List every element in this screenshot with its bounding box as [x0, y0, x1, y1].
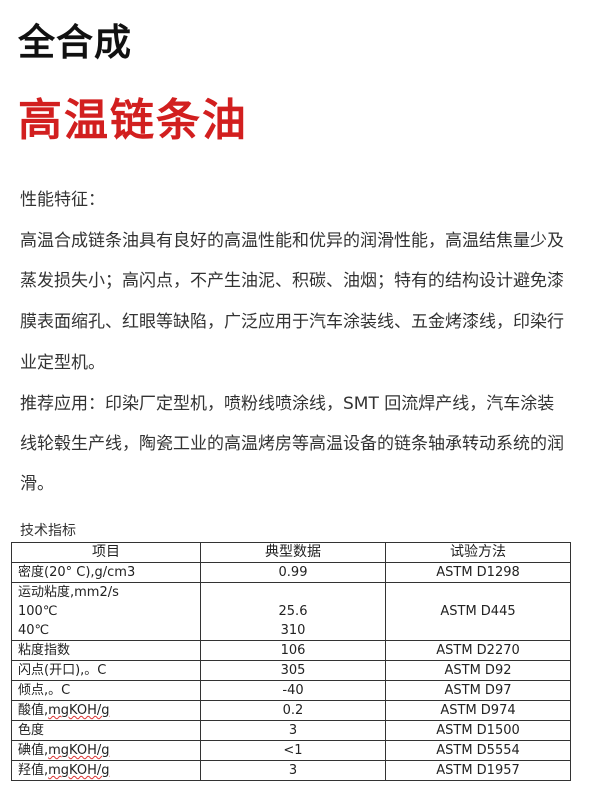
method-cell: ASTM D1957	[385, 760, 571, 781]
header-method: 试验方法	[385, 542, 571, 563]
value-cell: 0.2	[200, 700, 386, 721]
value-cell: 3	[200, 760, 386, 781]
item-cell: 闪点(开口),。C	[11, 660, 201, 681]
method-cell: ASTM D445	[385, 582, 571, 641]
item-cell: 倾点,。C	[11, 680, 201, 701]
value-40c: 310	[280, 623, 306, 638]
product-series-title: 全合成	[18, 21, 132, 64]
description: 性能特征： 高温合成链条油具有良好的高温性能和优异的润滑性能，高温结焦量少及蒸发…	[20, 180, 568, 504]
method-cell: ASTM D97	[385, 680, 571, 701]
header-value: 典型数据	[200, 542, 386, 563]
method-cell: ASTM D92	[385, 660, 571, 681]
method-cell: ASTM D974	[385, 700, 571, 721]
features-text: 高温合成链条油具有良好的高温性能和优异的润滑性能，高温结焦量少及蒸发损失小；高闪…	[20, 230, 564, 373]
item-cell: 粘度指数	[11, 640, 201, 661]
item-label: 运动粘度,mm2/s	[18, 585, 119, 600]
item-unit: mgKOH/g	[48, 703, 110, 718]
table-row: 倾点,。C -40 ASTM D97	[11, 680, 571, 701]
item-cell: 碘值,mgKOH/g	[11, 740, 201, 761]
item-cell: 运动粘度,mm2/s 100℃ 40℃	[11, 582, 201, 641]
value-cell: 106	[200, 640, 386, 661]
value-cell: -40	[200, 680, 386, 701]
specs-table: 项目 典型数据 试验方法 密度(20° C),g/cm3 0.99 ASTM D…	[11, 542, 571, 781]
method-cell: ASTM D5554	[385, 740, 571, 761]
table-row: 碘值,mgKOH/g <1 ASTM D5554	[11, 740, 571, 761]
value-cell: <1	[200, 740, 386, 761]
item-cell: 酸值,mgKOH/g	[11, 700, 201, 721]
value-cell: 25.6 310	[200, 582, 386, 641]
table-header-row: 项目 典型数据 试验方法	[11, 542, 571, 563]
features-heading: 性能特征：	[20, 190, 105, 210]
table-row: 密度(20° C),g/cm3 0.99 ASTM D1298	[11, 562, 571, 583]
item-cell: 色度	[11, 720, 201, 741]
table-row: 色度 3 ASTM D1500	[11, 720, 571, 741]
item-cell: 密度(20° C),g/cm3	[11, 562, 201, 583]
value-cell: 3	[200, 720, 386, 741]
item-label: 酸值,	[18, 703, 49, 718]
table-row: 闪点(开口),。C 305 ASTM D92	[11, 660, 571, 681]
value-cell: 0.99	[200, 562, 386, 583]
value-100c: 25.6	[278, 604, 308, 619]
specs-title: 技术指标	[20, 523, 76, 539]
item-sub-label: 100℃	[18, 604, 58, 619]
method-cell: ASTM D1298	[385, 562, 571, 583]
item-cell: 羟值,mgKOH/g	[11, 760, 201, 781]
product-name-title: 高温链条油	[18, 95, 248, 146]
header-item: 项目	[11, 542, 201, 563]
item-unit: mgKOH/g	[48, 743, 110, 758]
value-cell: 305	[200, 660, 386, 681]
table-row: 运动粘度,mm2/s 100℃ 40℃ 25.6 310 ASTM D445	[11, 582, 571, 641]
item-unit: mgKOH/g	[48, 763, 110, 778]
application-text: 推荐应用：印染厂定型机，喷粉线喷涂线，SMT 回流焊产线，汽车涂装线轮毂生产线，…	[20, 393, 564, 494]
item-label: 碘值,	[18, 743, 49, 758]
item-sub-label: 40℃	[18, 623, 50, 638]
item-label: 羟值,	[18, 763, 49, 778]
method-cell: ASTM D2270	[385, 640, 571, 661]
table-row: 粘度指数 106 ASTM D2270	[11, 640, 571, 661]
method-cell: ASTM D1500	[385, 720, 571, 741]
table-row: 酸值,mgKOH/g 0.2 ASTM D974	[11, 700, 571, 721]
table-row: 羟值,mgKOH/g 3 ASTM D1957	[11, 760, 571, 781]
